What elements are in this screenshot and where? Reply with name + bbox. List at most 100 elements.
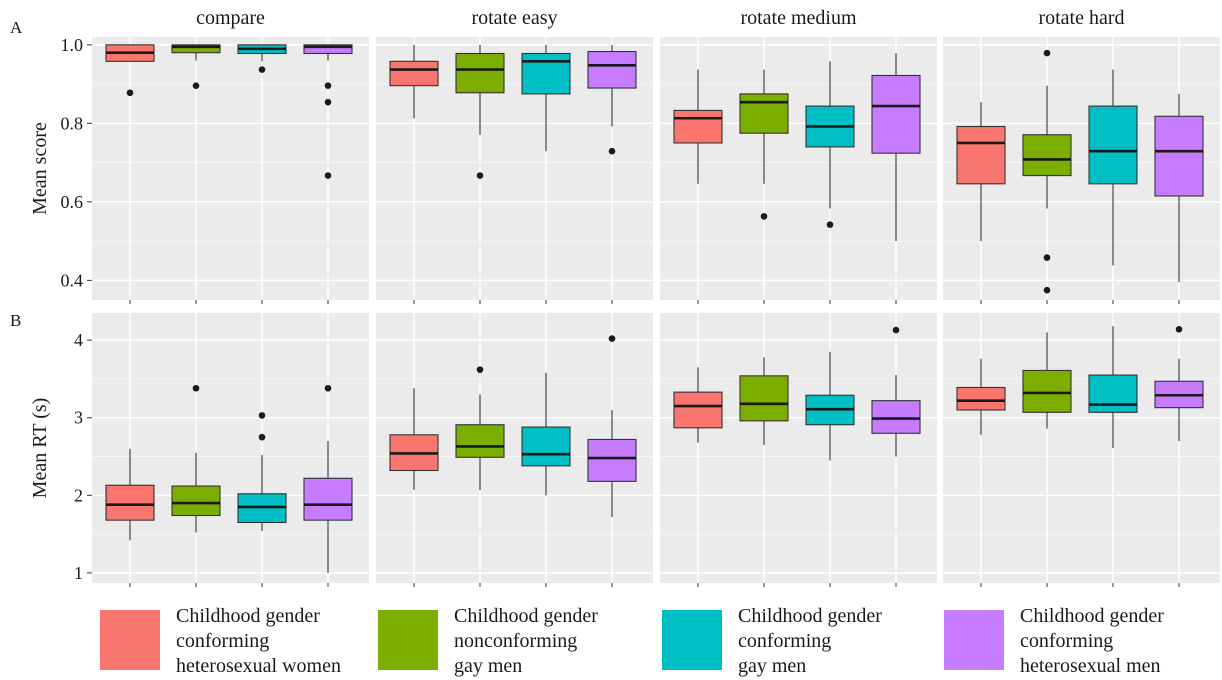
outlier-point bbox=[192, 384, 200, 392]
legend-label-3-line-1: Childhood gender bbox=[738, 605, 882, 627]
iqr-box bbox=[956, 125, 1006, 185]
iqr-box bbox=[389, 60, 439, 87]
legend-label-4-line-3: heterosexual men bbox=[1020, 655, 1161, 677]
boxplot-1 bbox=[105, 448, 155, 541]
legend-label-1-line-1: Childhood gender bbox=[176, 605, 320, 627]
iqr-box bbox=[871, 400, 921, 434]
legend-label-4-line-2: conforming bbox=[1020, 630, 1114, 652]
outlier-point bbox=[1043, 254, 1051, 261]
panel-letter-A: A bbox=[10, 18, 23, 37]
legend-swatch-2 bbox=[378, 610, 438, 670]
boxplot-2 bbox=[455, 366, 505, 490]
outlier-point bbox=[608, 335, 616, 342]
y-tick-label: 1 bbox=[74, 563, 83, 583]
iqr-box bbox=[105, 484, 155, 521]
iqr-box bbox=[521, 52, 571, 95]
iqr-box bbox=[455, 424, 505, 458]
facet-B-2 bbox=[376, 313, 653, 587]
outlier-point bbox=[1175, 325, 1183, 333]
iqr-box bbox=[673, 109, 723, 144]
outlier-point bbox=[324, 172, 332, 179]
outlier-point bbox=[258, 66, 266, 73]
y-axis-label-A: Mean score bbox=[29, 122, 51, 215]
facet-boxes bbox=[105, 384, 353, 573]
boxplot-4 bbox=[1154, 93, 1204, 282]
legend-swatch-3 bbox=[662, 610, 722, 670]
iqr-box bbox=[303, 44, 353, 55]
boxplot-2 bbox=[455, 44, 505, 179]
legend-label-2-line-1: Childhood gender bbox=[454, 605, 598, 627]
boxplot-3 bbox=[1088, 69, 1138, 266]
outlier-point bbox=[258, 433, 266, 441]
outlier-point bbox=[1043, 49, 1051, 57]
facet-boxes bbox=[956, 325, 1204, 448]
iqr-box bbox=[587, 50, 637, 89]
boxplot-4 bbox=[303, 384, 353, 573]
iqr-box bbox=[871, 74, 921, 154]
facet-A-3: rotate medium bbox=[660, 7, 937, 304]
outlier-point bbox=[126, 89, 134, 97]
boxplot-2 bbox=[739, 357, 789, 445]
outlier-point bbox=[192, 82, 200, 89]
iqr-box bbox=[673, 391, 723, 429]
facet-B-4 bbox=[943, 313, 1220, 587]
boxplot-4 bbox=[303, 44, 353, 179]
legend-label-2-line-3: gay men bbox=[454, 655, 523, 677]
legend-label-3: Childhood gender conforming gay men bbox=[738, 604, 938, 679]
iqr-box bbox=[739, 93, 789, 134]
facet-title: compare bbox=[196, 7, 265, 29]
boxplot-3 bbox=[805, 351, 855, 461]
boxplot-2 bbox=[1022, 49, 1072, 294]
y-tick-label: 1.0 bbox=[61, 35, 84, 55]
y-tick-label: 0.8 bbox=[61, 113, 84, 133]
facet-title: rotate medium bbox=[740, 7, 857, 29]
facet-background bbox=[92, 37, 369, 300]
outlier-point bbox=[476, 172, 484, 179]
outlier-point bbox=[324, 384, 332, 392]
legend-label-4-line-1: Childhood gender bbox=[1020, 605, 1164, 627]
outlier-point bbox=[258, 412, 266, 419]
y-tick-label: 4 bbox=[74, 330, 83, 350]
boxplot-1 bbox=[673, 69, 723, 184]
legend-label-3-line-3: gay men bbox=[738, 655, 807, 677]
legend-label-4: Childhood gender conforming heterosexual… bbox=[1020, 604, 1220, 679]
facet-boxes bbox=[105, 44, 353, 179]
y-tick-label: 0.4 bbox=[61, 270, 84, 290]
outlier-point bbox=[826, 221, 834, 228]
facet-boxes bbox=[389, 44, 637, 179]
panel-row-B: B Mean RT (s) 1 2 3 4 bbox=[10, 311, 1220, 587]
outlier-point bbox=[476, 366, 484, 373]
legend-label-1: Childhood gender conforming heterosexual… bbox=[176, 604, 376, 679]
legend: Childhood gender conforming heterosexual… bbox=[0, 598, 1222, 680]
outlier-point bbox=[608, 147, 616, 155]
outlier-point bbox=[1043, 286, 1051, 294]
y-tick-label: 2 bbox=[74, 485, 83, 505]
outlier-point bbox=[324, 82, 332, 89]
boxplot-4 bbox=[587, 44, 637, 155]
boxplot-2 bbox=[171, 44, 221, 89]
boxplot-1 bbox=[673, 367, 723, 443]
outlier-point bbox=[324, 98, 332, 106]
boxplot-1 bbox=[956, 102, 1006, 242]
iqr-box bbox=[587, 438, 637, 482]
boxplot-1 bbox=[956, 358, 1006, 435]
boxplot-3 bbox=[1088, 326, 1138, 448]
y-tick-label: 0.6 bbox=[61, 192, 84, 212]
boxplot-4 bbox=[871, 326, 921, 457]
iqr-box bbox=[521, 426, 571, 467]
boxplot-2 bbox=[171, 384, 221, 533]
iqr-box bbox=[1022, 134, 1072, 177]
iqr-box bbox=[1088, 374, 1138, 413]
facet-B-3 bbox=[660, 313, 937, 587]
boxplot-3 bbox=[237, 44, 287, 73]
boxplot-4 bbox=[587, 335, 637, 518]
legend-label-2: Childhood gender nonconforming gay men bbox=[454, 604, 654, 679]
iqr-box bbox=[1022, 369, 1072, 413]
facet-boxes bbox=[673, 326, 921, 461]
facet-boxes bbox=[389, 335, 637, 518]
boxplot-3 bbox=[521, 372, 571, 496]
facet-title: rotate easy bbox=[471, 7, 557, 29]
iqr-box bbox=[171, 485, 221, 517]
facet-boxes bbox=[956, 49, 1204, 294]
facet-background bbox=[943, 313, 1220, 583]
